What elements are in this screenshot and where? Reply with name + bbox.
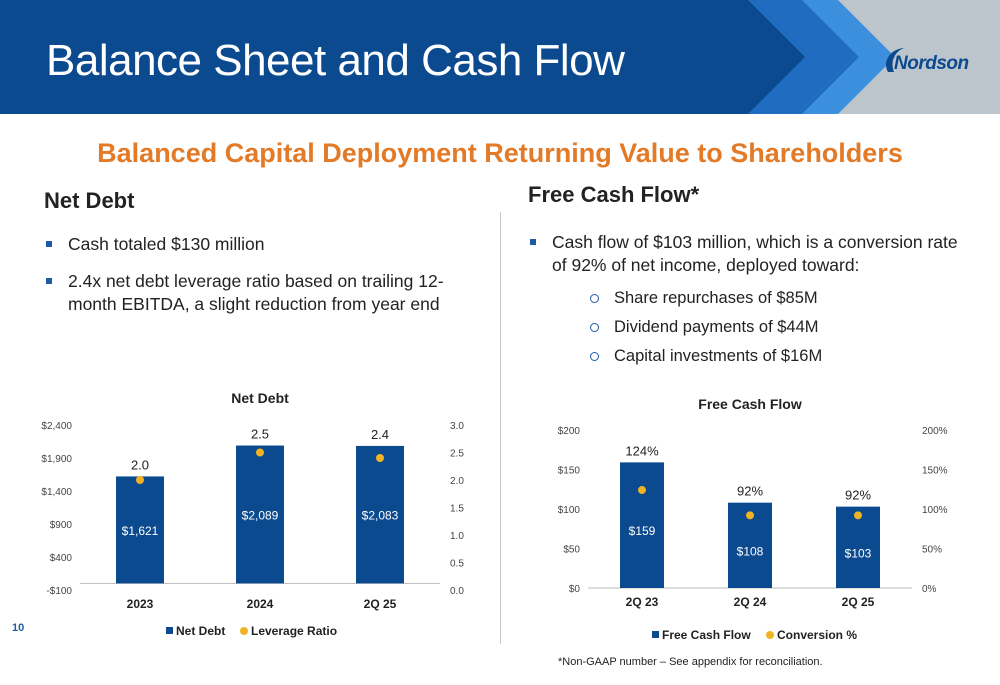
page-title: Balance Sheet and Cash Flow (46, 36, 625, 85)
legend-swatch-marker (766, 631, 774, 639)
legend-swatch-marker (240, 627, 248, 635)
legend-swatch-bar (652, 631, 659, 638)
list-item: 2.4x net debt leverage ratio based on tr… (44, 270, 484, 316)
y-left-tick-label: $1,900 (41, 454, 72, 465)
bar-data-label: $2,089 (242, 508, 279, 522)
y-right-tick-label: 0.0 (450, 586, 464, 597)
y-right-tick-label: 1.5 (450, 504, 464, 515)
marker-point (256, 448, 264, 457)
y-left-tick-label: $1,400 (41, 487, 72, 498)
list-item: Dividend payments of $44M (588, 317, 958, 338)
marker-data-label: 92% (737, 484, 763, 499)
x-tick-label: 2Q 24 (734, 595, 767, 609)
legend-label: Net Debt (176, 624, 225, 638)
y-left-tick-label: $0 (569, 584, 581, 595)
chart-title: Net Debt (231, 390, 289, 406)
legend-label: Free Cash Flow (662, 628, 751, 642)
y-right-tick-label: 200% (922, 426, 948, 437)
header-background (0, 0, 1000, 114)
page-number: 10 (12, 622, 25, 634)
y-right-tick-label: 2.5 (450, 449, 464, 460)
x-tick-label: 2023 (127, 597, 154, 611)
net-debt-heading: Net Debt (44, 188, 135, 213)
square-bullet-icon (530, 239, 536, 245)
sub-bullet-text: Dividend payments of $44M (614, 318, 819, 336)
legend-swatch-bar (166, 627, 173, 634)
y-left-tick-label: $100 (558, 505, 581, 516)
subtitle: Balanced Capital Deployment Returning Va… (97, 138, 903, 168)
marker-data-label: 92% (845, 488, 871, 503)
column-divider (500, 212, 501, 644)
bullet-text: Cash flow of $103 million, which is a co… (552, 232, 958, 275)
marker-data-label: 124% (625, 443, 659, 458)
list-item: Cash flow of $103 million, which is a co… (528, 231, 968, 277)
marker-point (136, 476, 144, 484)
y-left-tick-label: $150 (558, 466, 581, 477)
bar (620, 462, 664, 588)
marker-data-label: 2.4 (371, 427, 389, 442)
bar (836, 506, 880, 588)
y-right-tick-label: 3.0 (450, 421, 464, 432)
circle-bullet-icon (590, 294, 599, 303)
marker-point (376, 454, 384, 462)
bar-data-label: $108 (737, 544, 764, 558)
list-item: Capital investments of $16M (588, 346, 958, 367)
x-tick-label: 2Q 25 (364, 597, 397, 611)
bar-data-label: $159 (629, 524, 656, 538)
bullet-text: 2.4x net debt leverage ratio based on tr… (68, 271, 444, 314)
header-band: Balance Sheet and Cash Flow Nordson (0, 0, 1000, 114)
nordson-logo-icon (885, 48, 904, 72)
list-item: Share repurchases of $85M (588, 288, 958, 309)
bar-data-label: $103 (845, 546, 872, 560)
x-tick-label: 2Q 23 (626, 595, 659, 609)
chart-title: Free Cash Flow (698, 396, 802, 412)
free-cash-flow-heading: Free Cash Flow* (528, 182, 700, 207)
circle-bullet-icon (590, 352, 599, 361)
y-left-tick-label: $2,400 (41, 421, 72, 432)
y-left-tick-label: $200 (558, 426, 581, 437)
bar (116, 476, 164, 584)
logo-text: Nordson (894, 53, 969, 74)
bar-data-label: $1,621 (122, 524, 159, 538)
y-right-tick-label: 50% (922, 545, 942, 556)
net-debt-bullets: Cash totaled $130 million 2.4x net debt … (44, 233, 484, 330)
square-bullet-icon (46, 241, 52, 247)
circle-bullet-icon (590, 323, 599, 332)
free-cash-flow-chart: Free Cash Flow $0 $50 $100 $150 $200 0% 50% 100%… (558, 396, 948, 642)
footnote: *Non-GAAP number – See appendix for reco… (558, 656, 823, 668)
marker-point (854, 511, 862, 520)
legend-label: Leverage Ratio (251, 624, 337, 638)
marker-data-label: 2.5 (251, 427, 269, 442)
x-tick-label: 2Q 25 (842, 595, 875, 609)
bar (356, 445, 404, 584)
y-right-tick-label: 0% (922, 584, 937, 595)
y-left-tick-label: $400 (50, 553, 73, 564)
y-right-tick-label: 1.0 (450, 531, 464, 542)
marker-data-label: 2.0 (131, 457, 149, 472)
bar (236, 445, 284, 584)
sub-bullet-text: Share repurchases of $85M (614, 289, 818, 307)
net-debt-chart: Net Debt -$100 $400 $900 $1,400 $1,900 $2,400 0… (41, 390, 464, 638)
y-left-tick-label: $50 (563, 545, 580, 556)
bullet-text: Cash totaled $130 million (68, 234, 265, 254)
list-item: Cash totaled $130 million (44, 233, 484, 256)
marker-point (638, 486, 646, 495)
fcf-bullets: Cash flow of $103 million, which is a co… (528, 231, 968, 291)
y-left-tick-label: $900 (50, 520, 73, 531)
y-right-tick-label: 2.0 (450, 476, 464, 487)
x-tick-label: 2024 (247, 597, 274, 611)
sub-bullet-text: Capital investments of $16M (614, 347, 823, 365)
y-right-tick-label: 100% (922, 505, 948, 516)
marker-point (746, 511, 754, 520)
fcf-sub-bullets: Share repurchases of $85M Dividend payme… (588, 288, 958, 375)
y-left-tick-label: -$100 (46, 586, 72, 597)
bar-data-label: $2,083 (362, 509, 399, 523)
legend-label: Conversion % (777, 628, 857, 642)
y-right-tick-label: 150% (922, 466, 948, 477)
y-right-tick-label: 0.5 (450, 559, 464, 570)
square-bullet-icon (46, 278, 52, 284)
